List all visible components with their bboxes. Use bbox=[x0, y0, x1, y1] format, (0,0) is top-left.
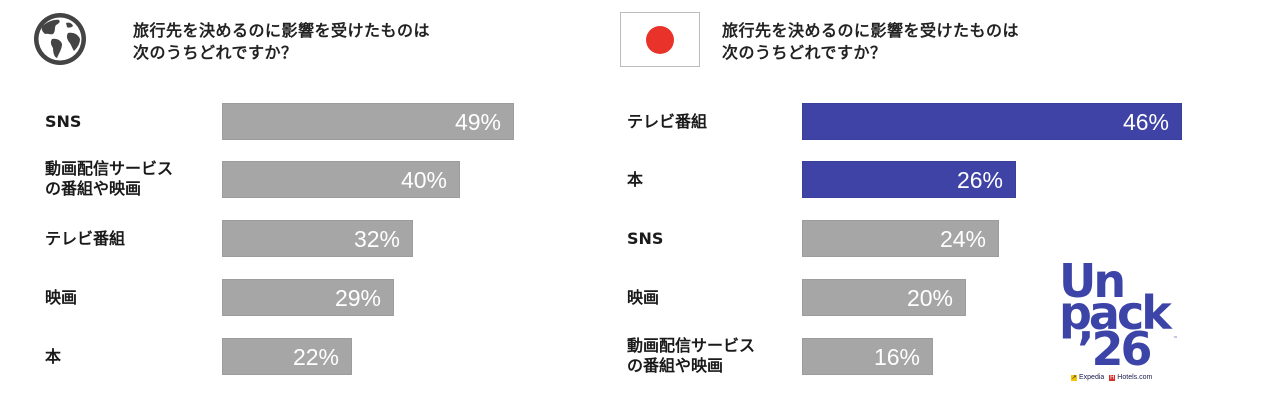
bar-value: 46% bbox=[1122, 109, 1169, 135]
bar-highlighted: 26% bbox=[802, 161, 1016, 198]
hotels-com-icon: H bbox=[1109, 374, 1116, 381]
question-text: 旅行先を決めるのに影響を受けたものは 次のうちどれですか？ bbox=[722, 20, 1019, 64]
unpack-26-logo: Un pack ’26 ™ ↗ Expedia H Hotels.com bbox=[1059, 254, 1189, 387]
bar: 22% bbox=[222, 338, 352, 375]
logo-line-1: Un bbox=[1059, 254, 1126, 308]
bar-value: 29% bbox=[334, 285, 381, 311]
bar: 20% bbox=[802, 279, 966, 316]
question-line-2: 次のうちどれですか？ bbox=[133, 43, 298, 62]
row-label-line: の番組や映画 bbox=[627, 356, 724, 375]
japan-flag-icon bbox=[620, 12, 700, 67]
row-label: 本 bbox=[45, 347, 62, 366]
row-label: 映画 bbox=[627, 288, 660, 307]
bar-value: 24% bbox=[939, 226, 986, 252]
row-label-line: の番組や映画 bbox=[45, 179, 142, 198]
expedia-label: Expedia bbox=[1079, 374, 1105, 381]
bar-value: 20% bbox=[906, 285, 953, 311]
bar-value: 40% bbox=[400, 167, 447, 193]
bar-value: 16% bbox=[873, 344, 920, 370]
logo-line-2: pack bbox=[1059, 286, 1172, 340]
bar: 24% bbox=[802, 220, 999, 257]
trademark-mark: ™ bbox=[1173, 336, 1178, 342]
bar: 40% bbox=[222, 161, 460, 198]
row-label-line: 動画配信サービス bbox=[45, 159, 174, 178]
japan-chart-panel: 旅行先を決めるのに影響を受けたものは 次のうちどれですか？ テレビ番組 46% … bbox=[600, 0, 1276, 416]
row-label: テレビ番組 bbox=[45, 229, 126, 248]
question-line-1: 旅行先を決めるのに影響を受けたものは bbox=[722, 21, 1020, 40]
flag-sun-circle bbox=[646, 25, 674, 54]
bar-value: 26% bbox=[956, 167, 1003, 193]
row-label: SNS bbox=[627, 229, 664, 248]
row-label-line: 動画配信サービス bbox=[627, 336, 756, 355]
bar-value: 32% bbox=[353, 226, 400, 252]
question-text: 旅行先を決めるのに影響を受けたものは 次のうちどれですか？ bbox=[133, 20, 430, 64]
row-label: 動画配信サービス の番組や映画 bbox=[45, 159, 173, 199]
bar-highlighted: 46% bbox=[802, 103, 1182, 140]
bar: 29% bbox=[222, 279, 394, 316]
logo-line-3: ’26 bbox=[1077, 322, 1152, 376]
global-chart-panel: 旅行先を決めるのに影響を受けたものは 次のうちどれですか？ SNS 49% 動画… bbox=[0, 0, 600, 416]
row-label: 映画 bbox=[45, 288, 78, 307]
bar: 16% bbox=[802, 338, 933, 375]
bar: 32% bbox=[222, 220, 413, 257]
row-label: 動画配信サービス の番組や映画 bbox=[627, 336, 755, 376]
question-line-2: 次のうちどれですか？ bbox=[722, 43, 887, 62]
brand-row: ↗ Expedia H Hotels.com bbox=[1071, 374, 1152, 381]
bar-value: 49% bbox=[454, 109, 501, 135]
row-label: SNS bbox=[45, 112, 82, 131]
question-line-1: 旅行先を決めるのに影響を受けたものは bbox=[133, 21, 431, 40]
globe-icon bbox=[34, 13, 86, 65]
hotels-com-label: Hotels.com bbox=[1117, 374, 1153, 381]
row-label: 本 bbox=[627, 170, 644, 189]
bar-value: 22% bbox=[292, 344, 339, 370]
row-label: テレビ番組 bbox=[627, 112, 708, 131]
expedia-icon: ↗ bbox=[1071, 374, 1077, 381]
bar: 49% bbox=[222, 103, 514, 140]
